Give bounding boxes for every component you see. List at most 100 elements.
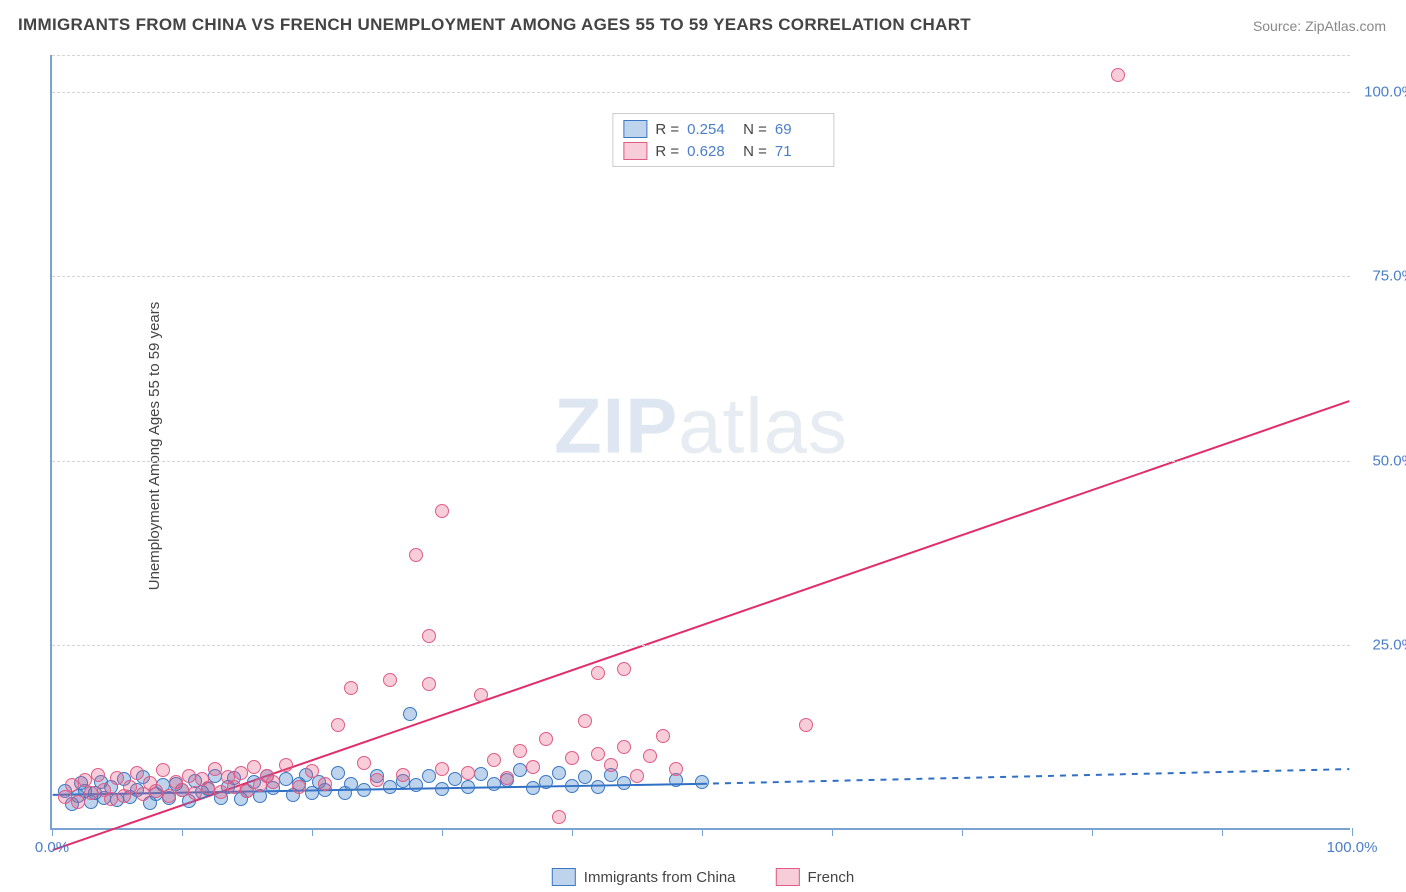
n-value-china: 69	[775, 121, 823, 138]
trend-line-ext-china	[701, 769, 1349, 784]
data-point-china	[539, 775, 553, 789]
y-tick-label: 50.0%	[1355, 452, 1406, 469]
data-point-french	[422, 677, 436, 691]
r-label: R =	[655, 143, 679, 160]
chart-title: IMMIGRANTS FROM CHINA VS FRENCH UNEMPLOY…	[18, 15, 971, 35]
data-point-french	[104, 792, 118, 806]
grid-line	[52, 645, 1350, 646]
data-point-french	[149, 784, 163, 798]
data-point-french	[643, 749, 657, 763]
data-point-china	[487, 777, 501, 791]
swatch-french	[776, 868, 800, 886]
data-point-french	[617, 662, 631, 676]
data-point-french	[188, 786, 202, 800]
data-point-china	[383, 780, 397, 794]
data-point-french	[396, 768, 410, 782]
data-point-china	[409, 778, 423, 792]
data-point-french	[110, 771, 124, 785]
data-point-french	[656, 729, 670, 743]
data-point-china	[422, 769, 436, 783]
n-label: N =	[743, 121, 767, 138]
r-value-china: 0.254	[687, 121, 735, 138]
data-point-china	[279, 772, 293, 786]
r-value-french: 0.628	[687, 143, 735, 160]
x-tick	[702, 828, 703, 836]
data-point-french	[591, 666, 605, 680]
data-point-french	[266, 775, 280, 789]
data-point-french	[130, 766, 144, 780]
plot-area: ZIPatlas R = 0.254 N = 69 R = 0.628 N = …	[50, 55, 1350, 830]
data-point-french	[91, 768, 105, 782]
data-point-china	[591, 780, 605, 794]
n-value-french: 71	[775, 143, 823, 160]
grid-line	[52, 461, 1350, 462]
data-point-french	[65, 778, 79, 792]
data-point-china	[435, 782, 449, 796]
data-point-french	[799, 718, 813, 732]
legend-item-china: Immigrants from China	[552, 868, 736, 886]
grid-line	[52, 276, 1350, 277]
data-point-french	[435, 762, 449, 776]
data-point-french	[578, 714, 592, 728]
correlation-row-china: R = 0.254 N = 69	[623, 118, 823, 140]
x-tick	[832, 828, 833, 836]
correlation-row-french: R = 0.628 N = 71	[623, 140, 823, 162]
x-tick-label: 100.0%	[1327, 839, 1378, 856]
data-point-french	[279, 758, 293, 772]
data-point-french	[292, 780, 306, 794]
data-point-french	[175, 783, 189, 797]
y-tick-label: 25.0%	[1355, 637, 1406, 654]
data-point-french	[156, 763, 170, 777]
data-point-french	[604, 758, 618, 772]
data-point-china	[695, 775, 709, 789]
data-point-china	[357, 783, 371, 797]
data-point-china	[331, 766, 345, 780]
data-point-french	[331, 718, 345, 732]
data-point-french	[422, 629, 436, 643]
data-point-french	[513, 744, 527, 758]
data-point-china	[474, 767, 488, 781]
grid-line	[52, 55, 1350, 56]
data-point-china	[578, 770, 592, 784]
data-point-french	[461, 766, 475, 780]
data-point-china	[448, 772, 462, 786]
data-point-french	[409, 548, 423, 562]
legend-item-french: French	[776, 868, 855, 886]
x-tick	[312, 828, 313, 836]
data-point-french	[201, 781, 215, 795]
grid-line	[52, 92, 1350, 93]
data-point-french	[526, 760, 540, 774]
data-point-french	[123, 780, 137, 794]
data-point-china	[526, 781, 540, 795]
x-tick	[182, 828, 183, 836]
data-point-french	[539, 732, 553, 746]
data-point-french	[182, 769, 196, 783]
data-point-french	[234, 766, 248, 780]
data-point-french	[71, 795, 85, 809]
data-point-french	[1111, 68, 1125, 82]
data-point-china	[565, 779, 579, 793]
data-point-french	[344, 681, 358, 695]
data-point-french	[214, 785, 228, 799]
data-point-china	[461, 780, 475, 794]
y-tick-label: 100.0%	[1355, 83, 1406, 100]
data-point-china	[617, 776, 631, 790]
data-point-french	[500, 771, 514, 785]
series-legend: Immigrants from China French	[552, 868, 854, 886]
r-label: R =	[655, 121, 679, 138]
x-tick	[962, 828, 963, 836]
data-point-french	[669, 762, 683, 776]
data-point-french	[208, 762, 222, 776]
data-point-french	[474, 688, 488, 702]
data-point-china	[513, 763, 527, 777]
data-point-china	[403, 707, 417, 721]
x-tick	[1352, 828, 1353, 836]
data-point-french	[84, 786, 98, 800]
x-tick	[572, 828, 573, 836]
data-point-french	[487, 753, 501, 767]
x-tick	[1222, 828, 1223, 836]
data-point-french	[383, 673, 397, 687]
x-tick	[52, 828, 53, 836]
data-point-china	[344, 777, 358, 791]
data-point-french	[591, 747, 605, 761]
